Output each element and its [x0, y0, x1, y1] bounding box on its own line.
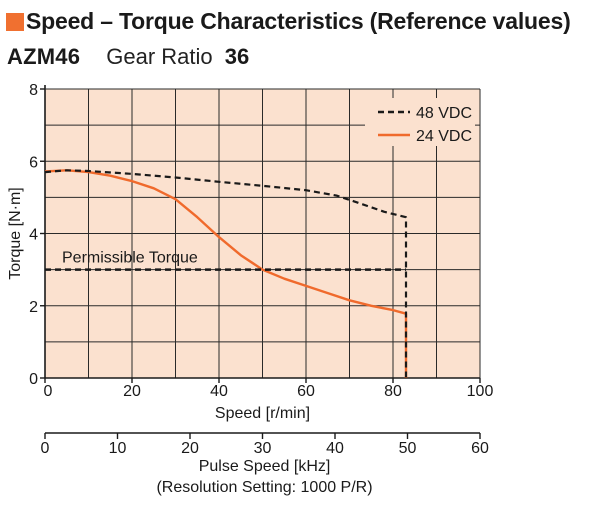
chart-title-row: Speed – Torque Characteristics (Referenc…	[6, 8, 571, 35]
pulse-axis-tick-label: 30	[254, 440, 272, 457]
series-line-48-vdc	[44, 169, 408, 378]
y-tick-label: 4	[29, 227, 38, 244]
model-name: AZM46	[7, 44, 81, 69]
x-tick-label: 80	[384, 383, 402, 400]
chart-title: Speed – Torque Characteristics (Referenc…	[26, 8, 571, 34]
x-tick-label: 60	[297, 383, 315, 400]
resolution-note: (Resolution Setting: 1000 P/R)	[156, 479, 372, 496]
grid	[45, 89, 480, 378]
series-line-24-vdc	[44, 169, 408, 378]
axis-labels: Speed [r/min] Torque [N·m] Pulse Speed [kH…	[7, 187, 373, 496]
annotations: Permissible Torque	[45, 250, 407, 271]
pulse-axis-tick-label: 50	[399, 440, 417, 457]
x-tick-label: 40	[210, 383, 228, 400]
series-layer	[44, 169, 408, 378]
x-axis-title: Speed [r/min]	[215, 405, 310, 422]
pulse-axis-tick-label: 20	[181, 440, 199, 457]
gear-ratio-value: 36	[224, 44, 250, 69]
legend-label: 48 VDC	[416, 105, 472, 122]
title-accent-square	[6, 12, 24, 31]
pulse-axis-tick-label: 10	[109, 440, 127, 457]
legend-background	[365, 98, 475, 146]
x-tick-label: 20	[123, 383, 141, 400]
y-tick-label: 6	[29, 154, 38, 171]
legend-label: 24 VDC	[416, 128, 472, 145]
pulse-axis-title: Pulse Speed [kHz]	[199, 458, 331, 475]
pulse-axis-tick-label: 40	[326, 440, 344, 457]
y-axis-title: Torque [N·m]	[7, 187, 24, 279]
subtitle-row: AZM46 Gear Ratio 36	[7, 44, 249, 70]
permissible-torque-label: Permissible Torque	[62, 250, 198, 267]
gear-ratio-label: Gear Ratio	[106, 44, 213, 69]
pulse-axis-tick-label: 0	[41, 440, 50, 457]
x-tick-label: 100	[467, 383, 494, 400]
pulse-axis-tick-label: 60	[471, 440, 489, 457]
x-tick-label: 0	[44, 383, 53, 400]
y-tick-label: 0	[29, 371, 38, 388]
y-tick-label: 8	[29, 82, 38, 99]
y-tick-label: 2	[29, 299, 38, 316]
legend: 48 VDC 24 VDC	[365, 98, 475, 146]
